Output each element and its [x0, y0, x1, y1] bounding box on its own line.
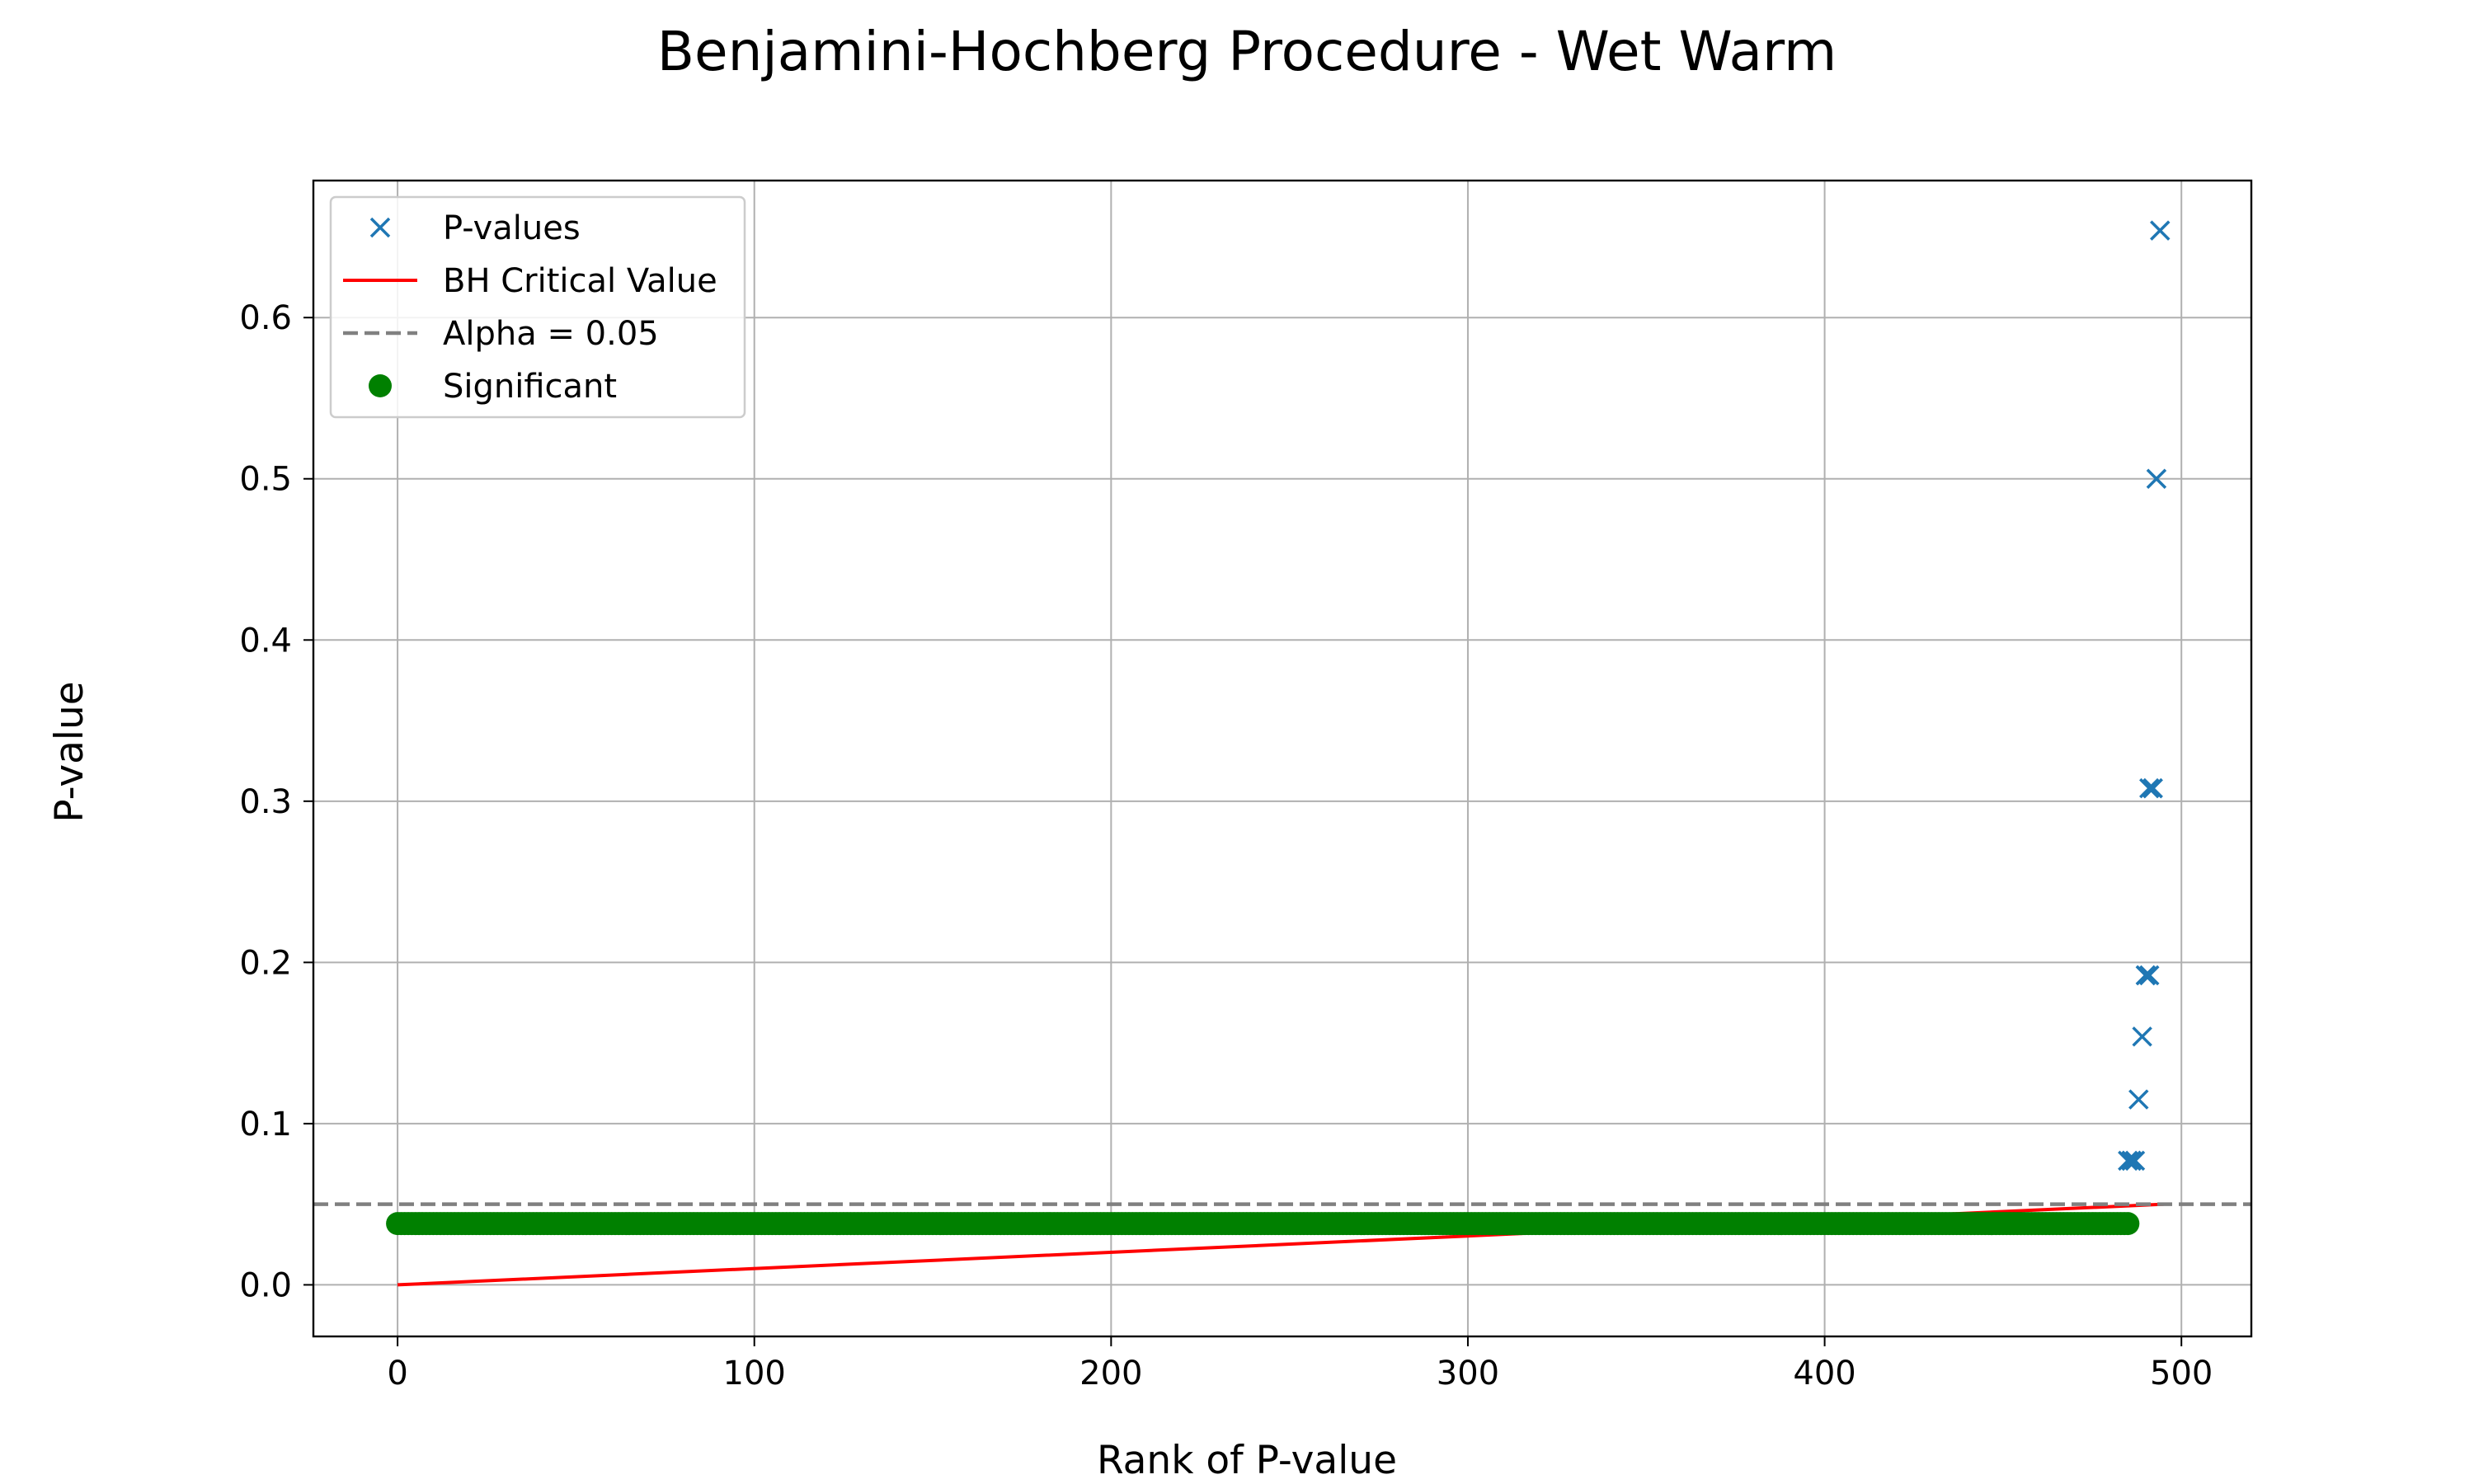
legend-label: Significant: [443, 368, 617, 406]
y-tick-label: 0.4: [239, 622, 292, 660]
x-tick-label: 400: [1793, 1355, 1856, 1392]
x-tick-label: 300: [1437, 1355, 1499, 1392]
pvalue-marker: [2121, 1150, 2142, 1172]
y-tick-label: 0.2: [239, 944, 292, 982]
plot-area: [313, 220, 2251, 1287]
pvalue-marker: [2118, 1150, 2138, 1172]
pvalue-marker: [2124, 1150, 2146, 1172]
y-tick-label: 0.0: [239, 1266, 292, 1304]
pvalue-marker: [2135, 965, 2157, 986]
grid: [313, 181, 2251, 1336]
y-tick-label: 0.5: [239, 461, 292, 499]
y-axis-label: P-value: [47, 681, 92, 822]
x-tick-label: 500: [2150, 1355, 2213, 1392]
x-axis-label: Rank of P-value: [1097, 1438, 1397, 1483]
x-tick-label: 200: [1079, 1355, 1142, 1392]
pvalue-marker: [2139, 965, 2160, 986]
legend-label: BH Critical Value: [443, 262, 717, 300]
plot-frame: [312, 179, 2253, 1338]
legend-label: Alpha = 0.05: [443, 315, 659, 353]
significant-point: [2116, 1212, 2140, 1236]
legend-label: P-values: [443, 209, 581, 247]
legend: P-values BH Critical Value Alpha = 0.05 Sig…: [329, 195, 746, 419]
pvalue-marker: [2142, 777, 2163, 799]
x-tick-label: 0: [387, 1355, 407, 1392]
ticks: 0 100 200 300 400 500 0.0 0.1 0.2 0.3 0.4 0.5 0.6: [239, 299, 2213, 1392]
legend-significant-marker: [369, 374, 392, 397]
y-tick-label: 0.3: [239, 783, 292, 821]
x-tick-label: 100: [723, 1355, 786, 1392]
y-tick-label: 0.1: [239, 1106, 292, 1144]
pvalue-marker: [2146, 468, 2167, 489]
y-tick-label: 0.6: [239, 299, 292, 337]
legend-box: [329, 195, 746, 419]
chart-title: Benjamini-Hochberg Procedure - Wet Warm: [657, 20, 1837, 83]
pvalue-marker: [2132, 1026, 2152, 1047]
pvalue-marker: [2139, 777, 2160, 799]
pvalue-marker: [2150, 220, 2171, 241]
pvalue-marker: [2128, 1089, 2149, 1110]
legend-pvalues-marker: [369, 217, 391, 238]
